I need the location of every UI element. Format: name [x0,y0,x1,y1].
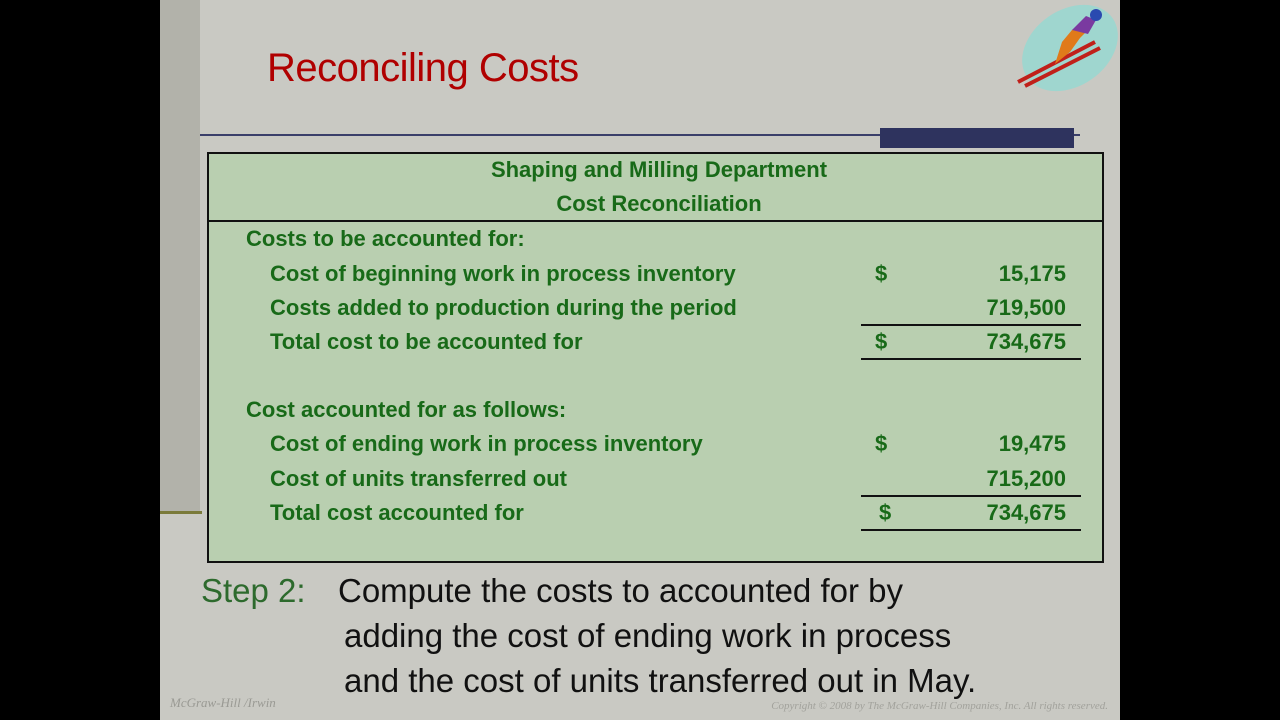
total-rule-bottom [861,358,1081,360]
footer-copyright: Copyright © 2008 by The McGraw-Hill Comp… [771,700,1108,712]
row-amount: 719,500 [986,295,1066,320]
row-label: Cost of beginning work in process invent… [270,261,736,286]
row-amount: 715,200 [986,466,1066,491]
row-label: Costs added to production during the per… [270,295,737,320]
left-decor-line [160,511,202,514]
table-heading-title: Cost Reconciliation [556,191,762,216]
title-rule [200,134,1080,136]
row-label: Cost of ending work in process inventory [270,431,703,456]
header-divider [209,220,1102,222]
footer-publisher: McGraw-Hill /Irwin [170,695,276,710]
table-heading-department: Shaping and Milling Department [490,157,828,182]
row-amount: 734,675 [986,500,1066,525]
step-label: Step 2: [201,572,306,609]
row-label: Cost of units transferred out [270,466,568,491]
total-rule-bottom [861,529,1081,531]
total-rule-top [861,324,1081,326]
slide-title: Reconciling Costs [267,46,579,90]
row-amount: 19,475 [998,431,1066,456]
section-label: Costs to be accounted for: [246,226,525,251]
row-dollar: $ [875,431,888,456]
row-dollar: $ [875,261,888,286]
ski-jumper-icon [1017,4,1118,92]
step-text-line3: and the cost of units transferred out in… [344,662,977,699]
row-label: Total cost accounted for [270,500,524,525]
slide: Reconciling Costs Shaping and Milling De… [160,0,1120,720]
section-label: Cost accounted for as follows: [246,397,567,422]
step-text-line2: adding the cost of ending work in proces… [344,617,952,654]
row-amount: 734,675 [986,329,1066,354]
left-decor-bar [160,0,200,512]
accent-bar [880,128,1074,148]
cost-reconciliation-table: Shaping and Milling Department Cost Reco… [207,152,1104,563]
total-rule-top [861,495,1081,497]
row-dollar: $ [879,500,892,525]
row-label: Total cost to be accounted for [270,329,583,354]
step-text-line1: Compute the costs to accounted for by [338,572,903,609]
row-dollar: $ [875,329,888,354]
row-amount: 15,175 [998,261,1066,286]
